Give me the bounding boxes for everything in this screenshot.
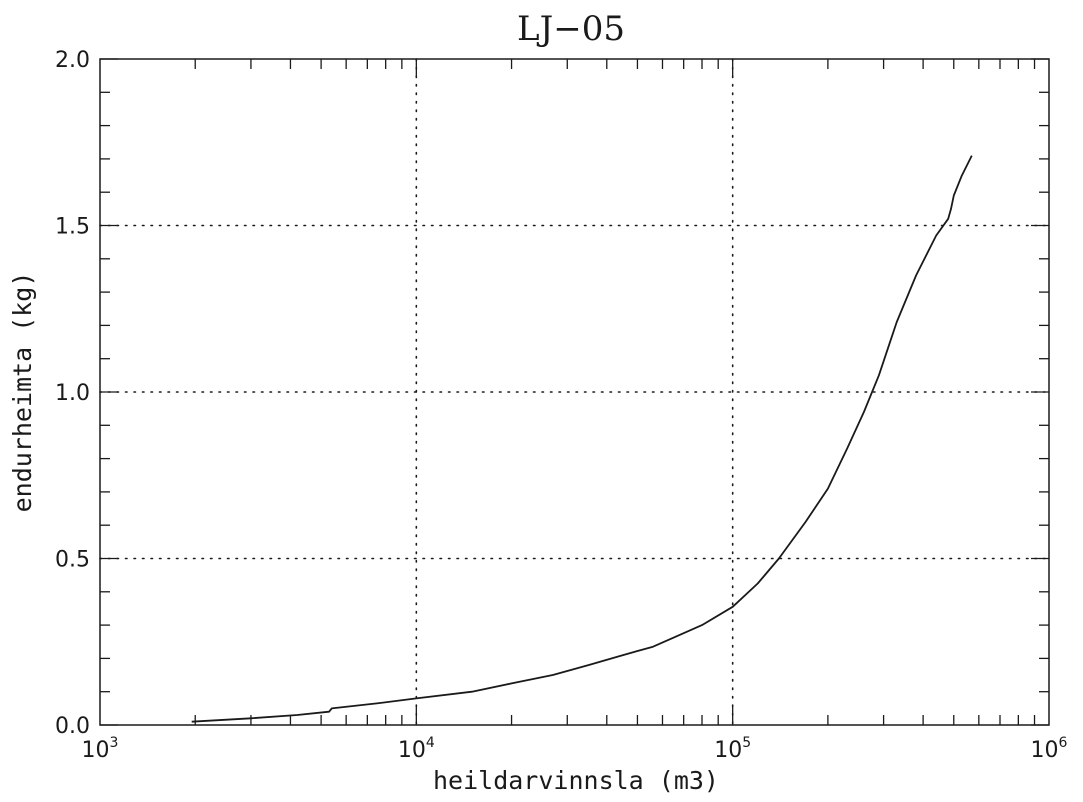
y-tick-label: 2.0 [55,48,90,73]
x-tick-label: 103 [82,735,119,763]
y-tick-label: 0.0 [55,714,90,739]
y-axis-label: endurheimta (kg) [8,272,37,513]
series-group [191,155,973,723]
series-line [191,155,973,723]
grid [99,58,1050,726]
chart-title: LJ−05 [517,9,625,49]
plot-frame [99,58,1050,726]
x-tick-label: 105 [714,735,751,763]
tick-marks [100,58,1049,726]
y-tick-label: 1.5 [55,215,90,240]
y-tick-label: 1.0 [55,381,90,406]
x-tick-label: 106 [1031,735,1068,763]
x-tick-labels: 103 104 105 106 [82,735,1068,763]
x-axis-label: heildarvinnsla (m3) [433,766,719,795]
y-tick-labels: 0.0 0.5 1.0 1.5 2.0 [55,48,90,739]
x-tick-label: 104 [398,735,435,763]
y-tick-label: 0.5 [55,548,90,573]
